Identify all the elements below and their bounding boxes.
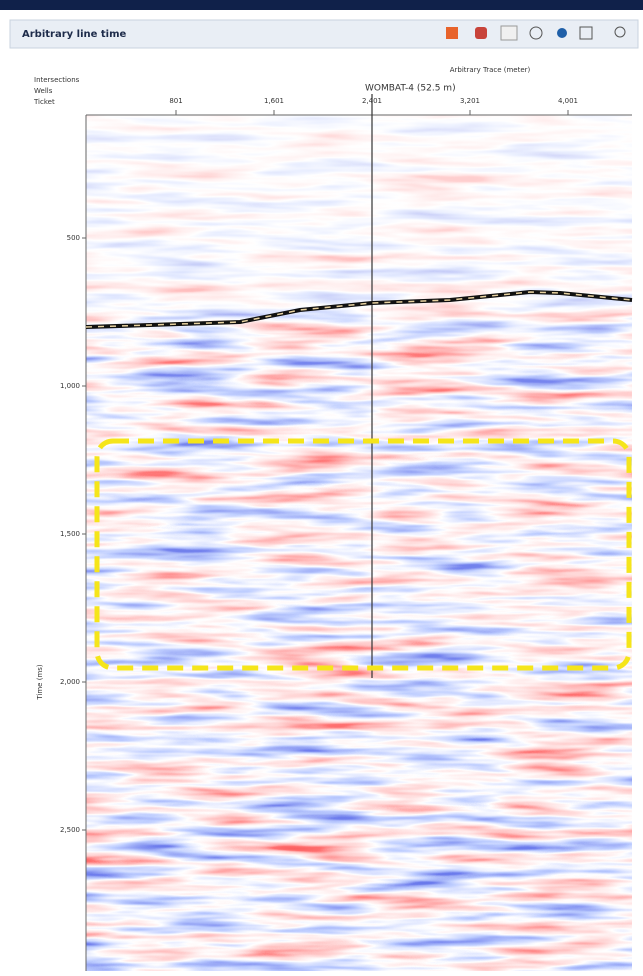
search-icon[interactable]: [614, 26, 626, 38]
tool-icon[interactable]: [446, 27, 458, 39]
pan-icon[interactable]: [529, 26, 543, 40]
left-tick-label: 2,000: [60, 678, 80, 686]
view-icon[interactable]: [579, 26, 593, 40]
seismic-section: [86, 115, 632, 971]
header-row-label: Wells: [34, 87, 53, 95]
tool-icon[interactable]: [500, 25, 518, 41]
settings-icon[interactable]: [557, 28, 567, 38]
panel-title: Arbitrary line time: [22, 29, 127, 40]
well-label: WOMBAT-4 (52.5 m): [365, 84, 456, 94]
highlight-box: [94, 438, 632, 671]
top-tick-label: 1,601: [264, 97, 284, 105]
left-axis: 500 1,000 1,500 2,000 2,500: [60, 234, 86, 834]
top-tick-label: 801: [169, 97, 182, 105]
top-tick-label: 3,201: [460, 97, 480, 105]
panel-header: [9, 19, 639, 49]
top-bar: [0, 0, 643, 10]
top-tick-label: 4,001: [558, 97, 578, 105]
seismic-fade: [86, 115, 632, 971]
toolbar: [446, 25, 626, 41]
left-tick-label: 1,500: [60, 530, 80, 538]
header-row-label: Ticket: [33, 98, 55, 106]
left-tick-label: 2,500: [60, 826, 80, 834]
left-tick-label: 1,000: [60, 382, 80, 390]
left-tick-label: 500: [67, 234, 80, 242]
top-axis-label: Arbitrary Trace (meter): [450, 66, 531, 74]
header-row-label: Intersections: [34, 76, 80, 84]
left-axis-label: Time (ms): [36, 664, 44, 701]
tool-icon[interactable]: [475, 27, 487, 39]
horizon-line: [85, 289, 633, 329]
